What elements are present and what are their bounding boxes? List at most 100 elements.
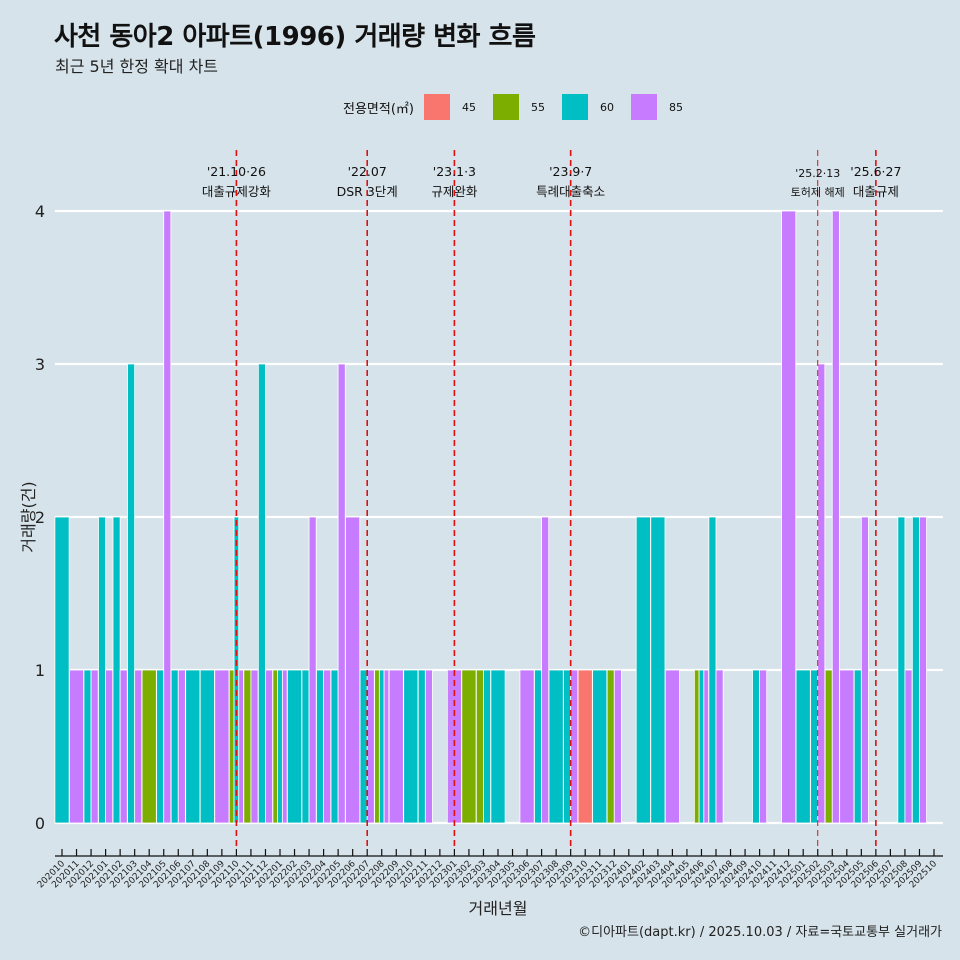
bar-202501-60 [795, 669, 811, 824]
y-tick-label: 2 [35, 508, 45, 527]
bar-202205-85 [337, 363, 346, 824]
bar-202102-85 [119, 669, 128, 824]
bar-202302-55 [461, 669, 477, 824]
legend-item-55: 55 [492, 94, 562, 120]
event-date: '23.9·7 [549, 164, 592, 179]
bar-202203-85 [308, 516, 317, 824]
legend-swatch-85 [630, 94, 657, 120]
bar-202106-85 [177, 669, 186, 824]
bar-202403-60 [650, 516, 666, 824]
bar-202303-60 [483, 669, 491, 824]
bar-202508-85 [904, 669, 913, 824]
bar-202406-60 [698, 669, 705, 824]
event-date: '21.10·26 [207, 164, 266, 179]
bar-202012-85 [90, 669, 99, 824]
bar-202308-60 [548, 669, 564, 824]
bar-202206-85 [345, 516, 361, 824]
bar-202304-60 [490, 669, 506, 824]
legend-swatch-55 [492, 94, 519, 120]
bar-202205-60 [330, 669, 339, 824]
bar-202502-85 [817, 363, 826, 824]
bar-202211-85 [424, 669, 433, 824]
bar-202110-85 [238, 669, 244, 824]
bar-202508-60 [897, 516, 906, 824]
bar-202309-60 [563, 669, 572, 824]
bar-202406-85 [703, 669, 709, 824]
bar-202201-60 [277, 669, 283, 824]
bar-202406-55 [693, 669, 700, 824]
event-date: '22.07 [348, 164, 387, 179]
bar-202504-85 [839, 669, 855, 824]
bar-202307-60 [534, 669, 542, 824]
y-tick-label: 1 [35, 661, 45, 680]
bar-202105-60 [156, 669, 165, 824]
bar-202407-60 [708, 516, 717, 824]
bar-202410-60 [752, 669, 760, 824]
y-axis-title: 거래량(건) [19, 481, 38, 552]
bar-202103-85 [134, 669, 143, 824]
bar-202412-85 [781, 210, 797, 824]
bar-202111-55 [243, 669, 252, 824]
legend-item-85: 85 [630, 94, 700, 120]
bar-202505-60 [853, 669, 862, 824]
y-tick-label: 3 [35, 355, 45, 374]
bar-202503-85 [831, 210, 840, 824]
bar-202010-60 [54, 516, 70, 824]
event-date: '25.2·13 [795, 167, 840, 180]
bar-202208-55 [374, 669, 380, 824]
legend-label-45: 45 [461, 100, 476, 114]
event-label: 대출규제 [853, 184, 899, 199]
bar-202107-60 [185, 669, 201, 824]
event-lines: '21.10·26 대출규제강화 '22.07 DSR 3단계 '23.1·3 규제완화 '… [202, 150, 901, 848]
y-tick-label: 4 [35, 202, 45, 221]
bar-202103-60 [127, 363, 136, 824]
legend-swatch-45 [423, 94, 450, 120]
bar-202509-85 [919, 516, 927, 824]
bar-202503-55 [824, 669, 833, 824]
bar-202312-55 [606, 669, 615, 824]
bar-202201-85 [281, 669, 288, 824]
bar-202210-60 [403, 669, 419, 824]
event-label: 특례대출축소 [536, 184, 605, 199]
bar-202207-60 [359, 669, 368, 824]
legend-swatch-60 [561, 94, 588, 120]
bar-202011-85 [69, 669, 85, 824]
bar-202208-85 [383, 669, 390, 824]
bar-202110-55 [228, 669, 235, 824]
legend-label-55: 55 [530, 100, 545, 114]
bar-202209-85 [388, 669, 404, 824]
legend-label-60: 60 [599, 100, 614, 114]
event-label: DSR 3단계 [337, 184, 398, 199]
event-label: 토허제 해제 [791, 185, 845, 199]
bar-202310-45 [577, 669, 593, 824]
bar-202012-60 [83, 669, 92, 824]
bar-202101-85 [105, 669, 114, 824]
bar-202102-60 [112, 516, 121, 824]
x-axis-title: 거래년월 [469, 899, 528, 918]
event-label: 규제완화 [431, 184, 478, 199]
bar-202311-60 [592, 669, 608, 824]
bar-202204-85 [323, 669, 332, 824]
chart-title: 사천 동아2 아파트(1996) 거래량 변화 흐름 [54, 22, 536, 52]
bar-202312-85 [613, 669, 622, 824]
legend-item-60: 60 [561, 94, 631, 120]
bar-202101-60 [98, 516, 107, 824]
bar-202307-85 [541, 516, 550, 824]
source-credit: ©디아파트(dapt.kr) / 2025.10.03 / 자료=국토교통부 실… [578, 925, 942, 940]
bar-202309-85 [570, 669, 579, 824]
bar-202208-60 [378, 669, 385, 824]
legend: 전용면적(㎡) 45 55 60 85 [343, 94, 700, 120]
bar-202211-60 [417, 669, 426, 824]
bar-202108-60 [199, 669, 215, 824]
bar-202410-85 [759, 669, 768, 824]
chart-subtitle: 최근 5년 한정 확대 차트 [55, 57, 219, 76]
bar-202207-85 [366, 669, 375, 824]
bar-202502-60 [810, 669, 819, 824]
event-label: 대출규제강화 [202, 184, 272, 199]
legend-label-85: 85 [668, 100, 683, 114]
bar-202509-60 [911, 516, 920, 824]
bar-202105-85 [163, 210, 172, 824]
bar-202201-55 [272, 669, 279, 824]
legend-item-45: 45 [423, 94, 493, 120]
